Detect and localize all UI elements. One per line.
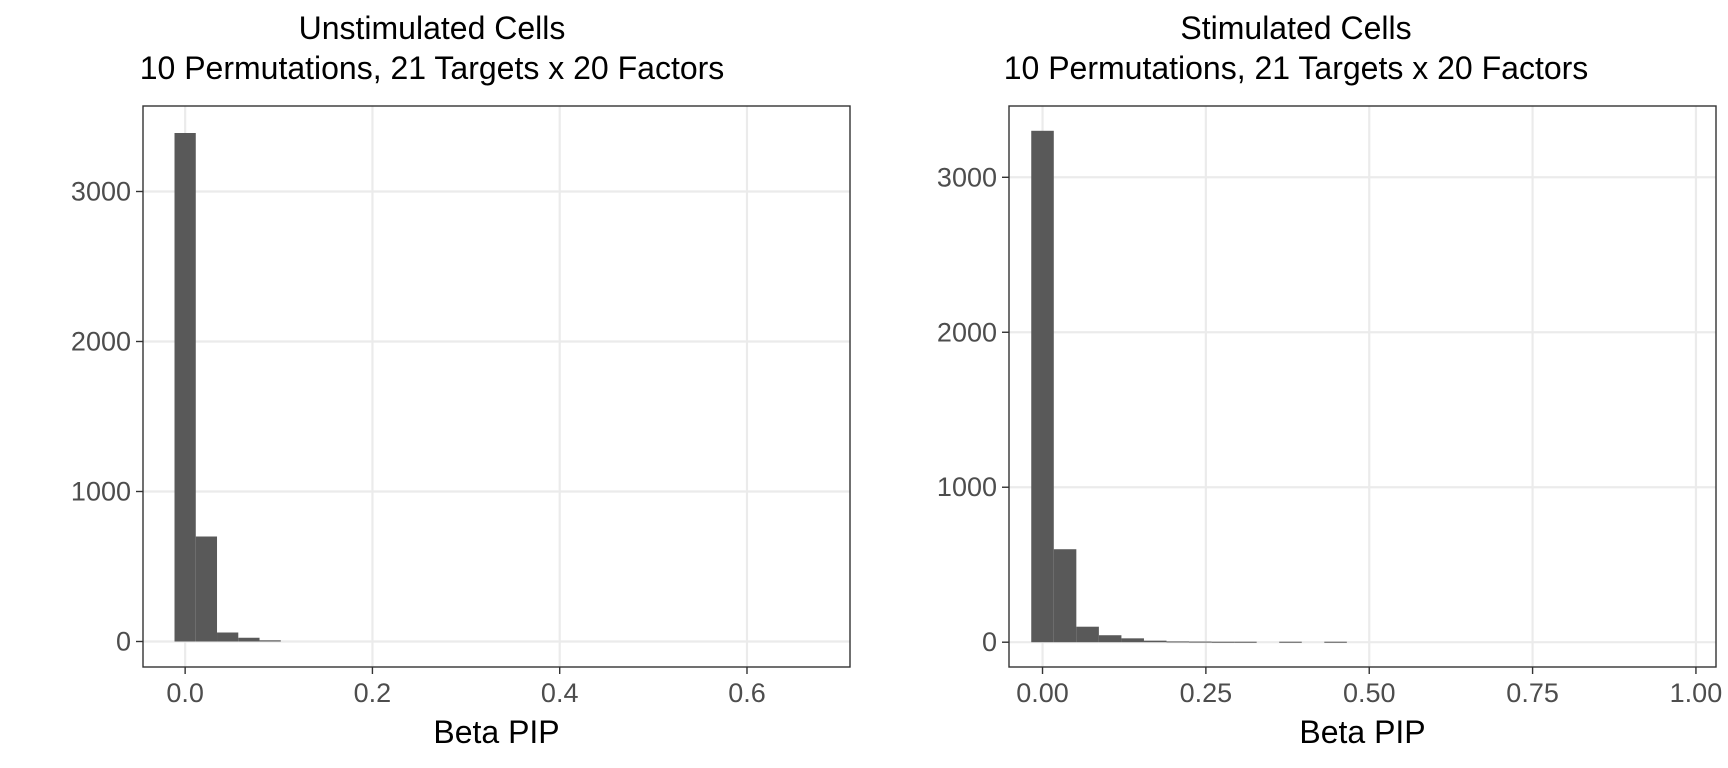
histogram-bar (1076, 626, 1099, 643)
x-tick-label: 0.6 (728, 678, 766, 708)
histogram-bar (1166, 641, 1190, 643)
y-tick-label: 2000 (937, 317, 997, 347)
histogram-bar (1324, 641, 1347, 643)
stimulated-histogram: 0.00 0.25 0.50 0.75 1.00 0 1000 2000 3000 Beta PI… (937, 105, 1723, 750)
histogram-bar (1143, 640, 1167, 643)
x-tick-label: 0.00 (1016, 678, 1069, 708)
x-tick-label: 0.0 (166, 678, 204, 708)
histogram-bar (195, 536, 218, 642)
panel-title: Stimulated Cells (1180, 10, 1412, 46)
x-tick-label: 1.00 (1670, 678, 1723, 708)
histogram-bar (1053, 549, 1077, 643)
histogram-bar (1189, 641, 1212, 643)
plot-background (143, 106, 850, 667)
x-tick-label: 0.25 (1180, 678, 1233, 708)
histogram-bar (259, 640, 281, 642)
unstimulated-panel: Unstimulated Cells 10 Permutations, 21 T… (71, 10, 851, 750)
histogram-bar (1279, 641, 1302, 643)
y-tick-label: 3000 (71, 177, 131, 207)
stimulated-panel: Stimulated Cells 10 Permutations, 21 Tar… (864, 0, 1728, 768)
y-tick-label: 3000 (937, 162, 997, 192)
histogram-bar (1211, 641, 1235, 643)
x-axis-label: Beta PIP (433, 714, 559, 750)
plot-border (1008, 105, 1717, 668)
histogram-bar (1098, 635, 1122, 643)
y-tick-label: 0 (982, 627, 997, 657)
y-tick-label: 1000 (937, 472, 997, 502)
y-tick-label: 2000 (71, 327, 131, 357)
panel-subtitle: 10 Permutations, 21 Targets x 20 Factors (139, 50, 725, 86)
unstimulated-histogram: 0.0 0.2 0.4 0.6 0 1000 2000 3000 Beta PIP (71, 105, 851, 750)
panel-subtitle: 10 Permutations, 21 Targets x 20 Factors (1003, 50, 1589, 86)
histogram-bar (238, 637, 260, 642)
histogram-bar (217, 632, 239, 642)
x-axis-label: Beta PIP (1299, 714, 1425, 750)
plot-border (142, 105, 851, 668)
x-tick-label: 0.50 (1343, 678, 1396, 708)
histogram-bar (174, 133, 196, 642)
histogram-bar (1121, 638, 1144, 643)
y-tick-label: 0 (116, 627, 131, 657)
panel-title: Unstimulated Cells (298, 10, 566, 46)
x-tick-label: 0.75 (1506, 678, 1559, 708)
plot-background (1009, 106, 1716, 667)
x-tick-label: 0.2 (354, 678, 392, 708)
x-tick-label: 0.4 (541, 678, 579, 708)
histogram-bar (1031, 130, 1054, 643)
y-tick-label: 1000 (71, 477, 131, 507)
histogram-bar (1234, 641, 1257, 643)
